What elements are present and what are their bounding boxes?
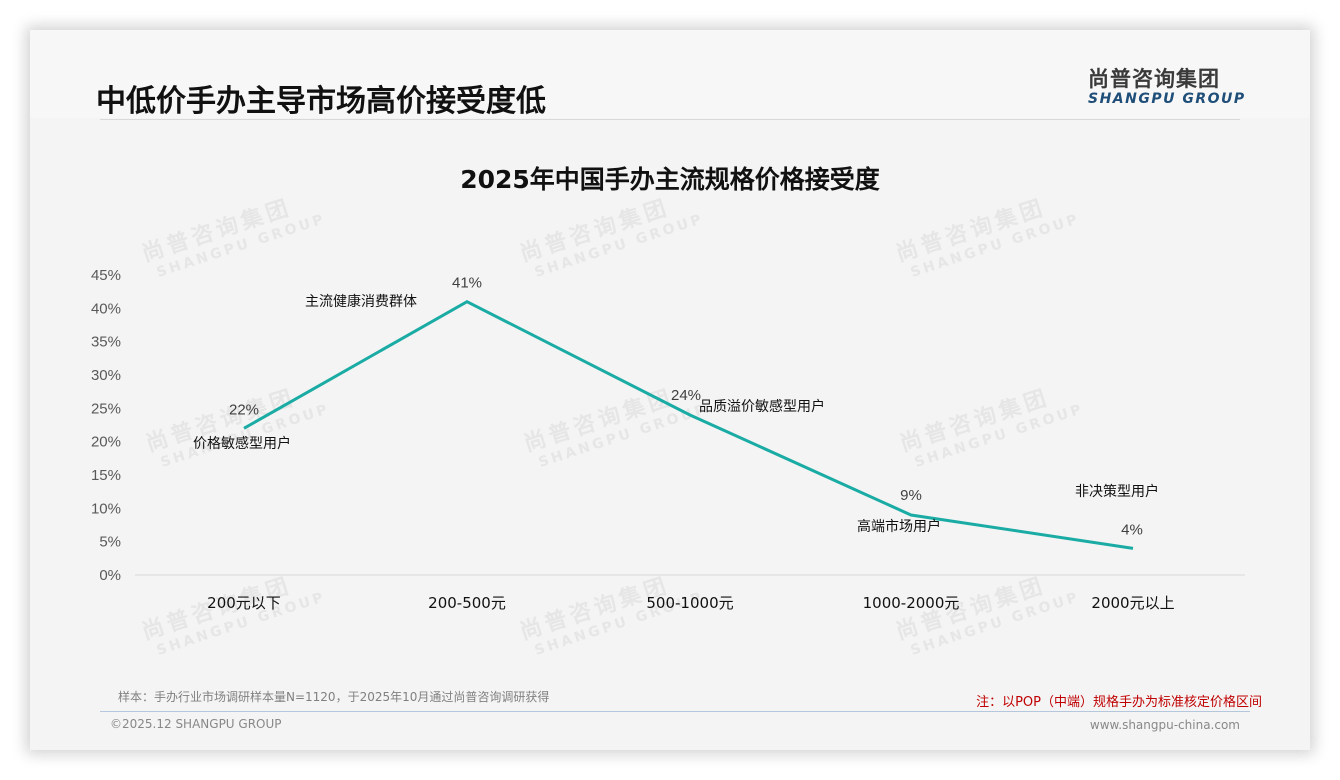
sample-note: 样本：手办行业市场调研样本量N=1120，于2025年10月通过尚普咨询调研获得 bbox=[118, 690, 550, 704]
logo: 尚普咨询集团 SHANGPU GROUP bbox=[1088, 63, 1248, 107]
data-label: 9% bbox=[900, 487, 922, 504]
x-tick-label: 1000-2000元 bbox=[863, 594, 960, 612]
header-band bbox=[30, 30, 1310, 118]
y-tick-label: 20% bbox=[91, 434, 121, 451]
x-tick-label: 200元以下 bbox=[207, 594, 281, 612]
data-label: 22% bbox=[229, 401, 259, 418]
data-label: 24% bbox=[671, 387, 701, 404]
x-tick-label: 500-1000元 bbox=[646, 594, 733, 612]
y-tick-label: 30% bbox=[91, 367, 121, 384]
page-title: 中低价手办主导市场高价接受度低 bbox=[96, 84, 546, 119]
y-tick-label: 40% bbox=[91, 300, 121, 317]
price-note: 注：以POP（中端）规格手办为标准核定价格区间 bbox=[976, 695, 1262, 710]
y-tick-label: 0% bbox=[99, 567, 121, 584]
y-tick-label: 45% bbox=[91, 267, 121, 284]
y-tick-label: 35% bbox=[91, 334, 121, 351]
segment-annotation: 品质溢价敏感型用户 bbox=[699, 398, 825, 415]
x-tick-label: 200-500元 bbox=[428, 594, 506, 612]
logo-cn: 尚普咨询集团 bbox=[1088, 67, 1220, 91]
data-label: 41% bbox=[452, 275, 482, 292]
segment-annotation: 价格敏感型用户 bbox=[193, 435, 291, 452]
line-chart: 0% 5% 10% 15% 20% 25% 30% 35% 40% 45% 200元以下 200-50… bbox=[91, 267, 1245, 612]
data-line bbox=[243, 299, 1134, 550]
segment-annotation: 主流健康消费群体 bbox=[305, 293, 417, 310]
chart-title: 2025年中国手办主流规格价格接受度 bbox=[460, 165, 880, 194]
title-divider bbox=[100, 119, 1240, 120]
y-tick-label: 5% bbox=[99, 534, 121, 551]
slide: 中低价手办主导市场高价接受度低 尚普咨询集团 SHANGPU GROUP 202… bbox=[30, 30, 1310, 750]
x-tick-label: 2000元以上 bbox=[1091, 594, 1174, 612]
segment-annotation: 非决策型用户 bbox=[1075, 483, 1159, 500]
logo-en: SHANGPU GROUP bbox=[1088, 91, 1246, 107]
footer-divider bbox=[100, 711, 1250, 712]
y-tick-label: 15% bbox=[91, 467, 121, 484]
data-label: 4% bbox=[1121, 521, 1143, 538]
copyright: ©2025.12 SHANGPU GROUP bbox=[110, 717, 282, 731]
y-tick-label: 25% bbox=[91, 400, 121, 417]
website-link[interactable]: www.shangpu-china.com bbox=[1089, 718, 1240, 732]
y-tick-label: 10% bbox=[91, 500, 121, 517]
segment-annotation: 高端市场用户 bbox=[857, 518, 941, 535]
